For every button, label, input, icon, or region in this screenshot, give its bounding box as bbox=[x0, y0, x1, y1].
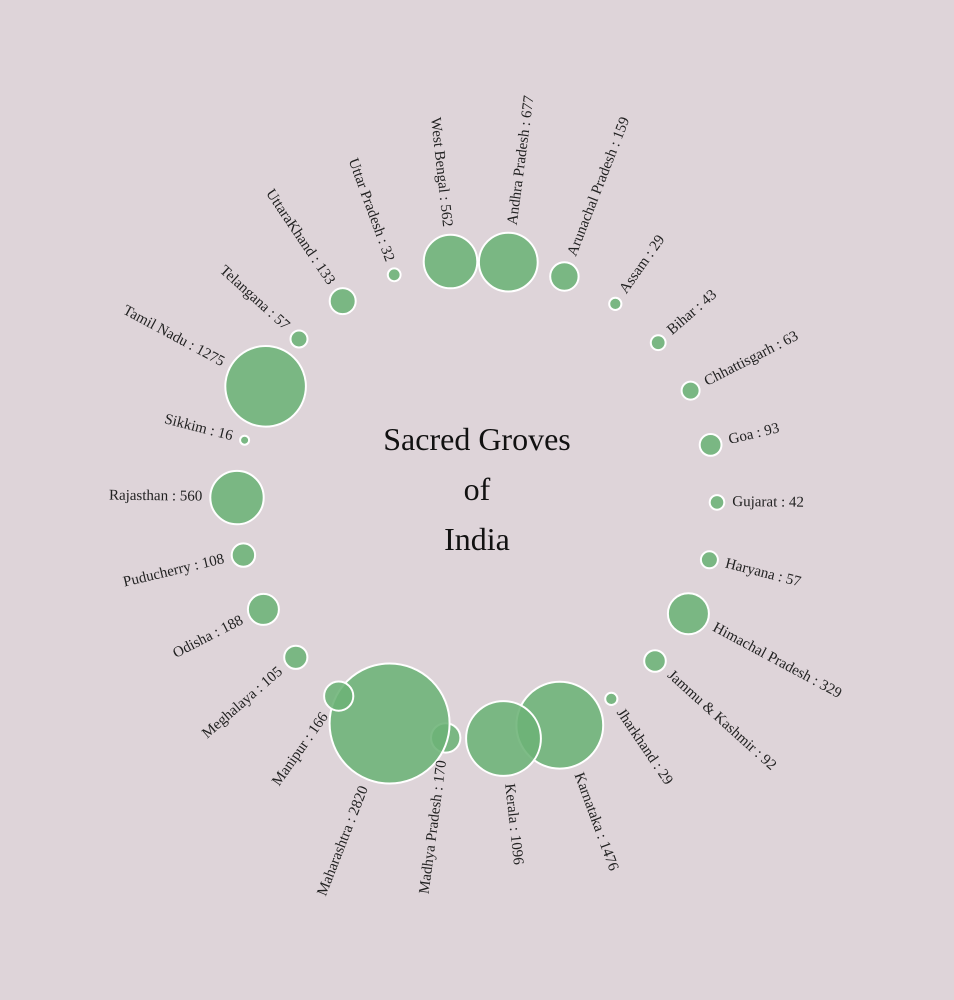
bubble-telangana bbox=[289, 329, 309, 349]
bubble-maharashtra bbox=[328, 662, 451, 785]
label-goa: Goa : 93 bbox=[727, 420, 781, 447]
bubble-kerala bbox=[465, 700, 542, 777]
label-haryana: Haryana : 57 bbox=[724, 556, 803, 591]
bubble-odisha bbox=[246, 592, 280, 626]
label-madhya-pradesh: Madhya Pradesh : 170 bbox=[417, 759, 450, 894]
chart-title-line-2: of bbox=[464, 471, 491, 507]
label-manipur: Manipur : 166 bbox=[269, 709, 332, 789]
bubble-layer bbox=[209, 231, 726, 785]
bubble-meghalaya bbox=[283, 644, 309, 670]
label-kerala: Kerala : 1096 bbox=[501, 783, 526, 866]
label-assam: Assam : 29 bbox=[616, 232, 668, 296]
label-bihar: Bihar : 43 bbox=[664, 287, 720, 338]
label-west-bengal: West Bengal : 562 bbox=[427, 117, 455, 228]
label-andhra-pradesh: Andhra Pradesh : 677 bbox=[505, 94, 538, 226]
bubble-goa bbox=[698, 433, 723, 457]
label-rajasthan: Rajasthan : 560 bbox=[109, 488, 202, 505]
bubble-rajasthan bbox=[209, 469, 265, 526]
bubble-puducherry bbox=[230, 542, 257, 568]
label-puducherry: Puducherry : 108 bbox=[122, 551, 226, 590]
bubble-uttarakhand bbox=[328, 287, 357, 316]
label-jammu-kashmir: Jammu & Kashmir : 92 bbox=[664, 667, 779, 773]
bubble-jharkhand bbox=[604, 691, 619, 707]
label-maharashtra: Maharashtra : 2820 bbox=[314, 784, 371, 898]
label-tamil-nadu: Tamil Nadu : 1275 bbox=[120, 302, 227, 369]
bubble-gujarat bbox=[708, 494, 726, 511]
bubble-bihar bbox=[649, 334, 667, 352]
bubble-tamil-nadu bbox=[224, 345, 307, 428]
label-karnataka: Karnataka : 1476 bbox=[571, 771, 622, 874]
bubble-chhattisgarh bbox=[680, 380, 701, 401]
bubble-uttar-pradesh bbox=[386, 267, 402, 283]
label-uttarakhand: UttaraKhand : 133 bbox=[262, 186, 338, 287]
bubble-arunachal-pradesh bbox=[549, 261, 580, 292]
bubble-sikkim bbox=[239, 434, 251, 446]
bubble-west-bengal bbox=[422, 233, 479, 290]
bubble-jammu-kashmir bbox=[643, 649, 667, 673]
label-gujarat: Gujarat : 42 bbox=[732, 494, 804, 511]
bubble-andhra-pradesh bbox=[477, 231, 539, 293]
chart-title-line-3: India bbox=[444, 521, 510, 557]
label-jharkhand: Jharkhand : 29 bbox=[613, 706, 676, 788]
label-meghalaya: Meghalaya : 105 bbox=[199, 664, 286, 742]
bubble-manipur bbox=[323, 680, 355, 712]
label-chhattisgarh: Chhattisgarh : 63 bbox=[702, 328, 801, 389]
chart-title-line-1: Sacred Groves bbox=[383, 421, 570, 457]
label-telangana: Telangana : 57 bbox=[216, 263, 292, 334]
label-uttar-pradesh: Uttar Pradesh : 32 bbox=[345, 156, 398, 264]
label-odisha: Odisha : 188 bbox=[170, 612, 246, 661]
label-sikkim: Sikkim : 16 bbox=[163, 411, 235, 444]
bubble-assam bbox=[608, 296, 623, 311]
bubble-himachal-pradesh bbox=[666, 592, 710, 636]
label-arunachal-pradesh: Arunachal Pradesh : 159 bbox=[565, 115, 634, 259]
label-himachal-pradesh: Himachal Pradesh : 329 bbox=[710, 620, 844, 702]
bubble-haryana bbox=[699, 550, 719, 570]
